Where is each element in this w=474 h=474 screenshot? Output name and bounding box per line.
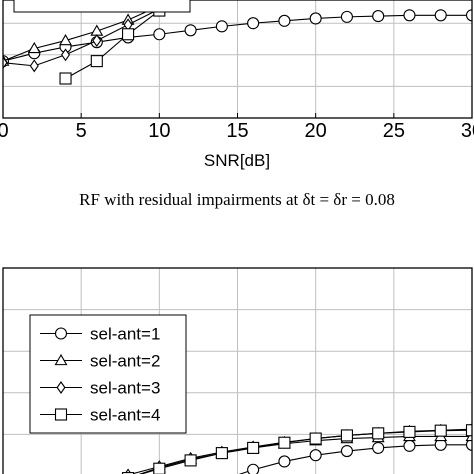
bottom-data-point-circle [309, 449, 322, 462]
top-series-line-3 [3, 0, 175, 67]
top-chart: 0 5 10 15 20 25 30 sel-ant=4 [0, 0, 474, 142]
top-legend: sel-ant=4 [13, 0, 191, 13]
top-data-point-circle [278, 14, 291, 27]
top-data-point-circle [372, 10, 385, 23]
top-data-point-circle [215, 20, 228, 33]
bottom-legend-marker [56, 381, 66, 394]
top-data-point-square [122, 28, 135, 41]
bottom-data-point-square [434, 424, 447, 437]
top-data-point-triangle [27, 41, 41, 54]
bottom-plot-frame [2, 267, 473, 474]
top-data-point-circle [184, 24, 197, 37]
top-data-point-circle [247, 17, 260, 30]
top-data-point-triangle [90, 24, 104, 36]
bottom-data-point-square [247, 441, 260, 454]
bottom-data-point-square [309, 432, 322, 445]
top-x-tick-label: 0 [0, 120, 9, 142]
top-data-point-diamond [61, 48, 71, 62]
top-x-tick-label: 25 [383, 120, 405, 142]
top-data-point-circle [434, 9, 447, 22]
top-x-tick-label: 10 [148, 120, 170, 142]
bottom-data-point-circle [465, 438, 472, 451]
top-plot-area [3, 0, 472, 118]
bottom-chart: sel-ant=1 sel-ant=2 sel-ant=3 sel-ant=4 [2, 267, 473, 474]
bottom-data-point-circle [372, 441, 385, 454]
top-data-point-circle [403, 9, 416, 22]
bottom-legend: sel-ant=1 sel-ant=2 sel-ant=3 sel-ant=4 [29, 314, 187, 434]
top-legend-label: sel-ant=4 [74, 0, 144, 3]
bottom-data-point-square [465, 424, 472, 437]
bottom-legend-marker [54, 327, 68, 340]
bottom-legend-label: sel-ant=1 [90, 325, 160, 344]
top-data-point-circle [465, 9, 472, 22]
top-x-tick-label: 20 [305, 120, 327, 142]
bottom-data-point-square [184, 454, 197, 467]
bottom-data-point-square [153, 462, 166, 474]
top-data-point-circle [340, 10, 353, 23]
bottom-data-point-circle [340, 444, 353, 458]
top-data-point-diamond [92, 34, 102, 48]
top-data-point-diamond [3, 56, 8, 70]
bottom-data-point-square [278, 436, 291, 449]
bottom-data-point-square [215, 447, 228, 460]
top-series-line-1 [3, 14, 472, 62]
top-data-point-diamond [29, 59, 39, 73]
top-caption: RF with residual impairments at δt = δr … [79, 190, 395, 209]
bottom-legend-label: sel-ant=4 [90, 406, 160, 425]
bottom-data-point-circle [278, 455, 291, 468]
top-x-axis-title: SNR[dB] [204, 151, 270, 170]
bottom-data-point-square [372, 427, 385, 440]
bottom-legend-label: sel-ant=3 [90, 379, 160, 398]
top-x-tick-label: 15 [226, 120, 248, 142]
top-data-point-circle [309, 12, 322, 25]
bottom-data-point-square [122, 472, 135, 474]
top-data-point-circle [153, 28, 166, 41]
top-x-tick-label: 5 [76, 120, 87, 142]
top-data-point-square [90, 55, 103, 68]
bottom-data-point-square [340, 429, 353, 442]
top-x-tick-label: 30 [461, 120, 474, 142]
bottom-plot-area [3, 268, 472, 474]
bottom-legend-marker [54, 353, 68, 366]
bottom-legend-marker [54, 408, 68, 421]
top-data-point-square [59, 72, 72, 85]
bottom-data-point-square [403, 425, 416, 438]
bottom-data-point-circle [247, 463, 260, 474]
top-data-point-triangle [59, 33, 72, 46]
top-legend-box [13, 0, 191, 13]
bottom-data-point-circle [403, 439, 416, 452]
bottom-series-line-2 [138, 435, 472, 474]
bottom-legend-label: sel-ant=2 [90, 352, 160, 371]
